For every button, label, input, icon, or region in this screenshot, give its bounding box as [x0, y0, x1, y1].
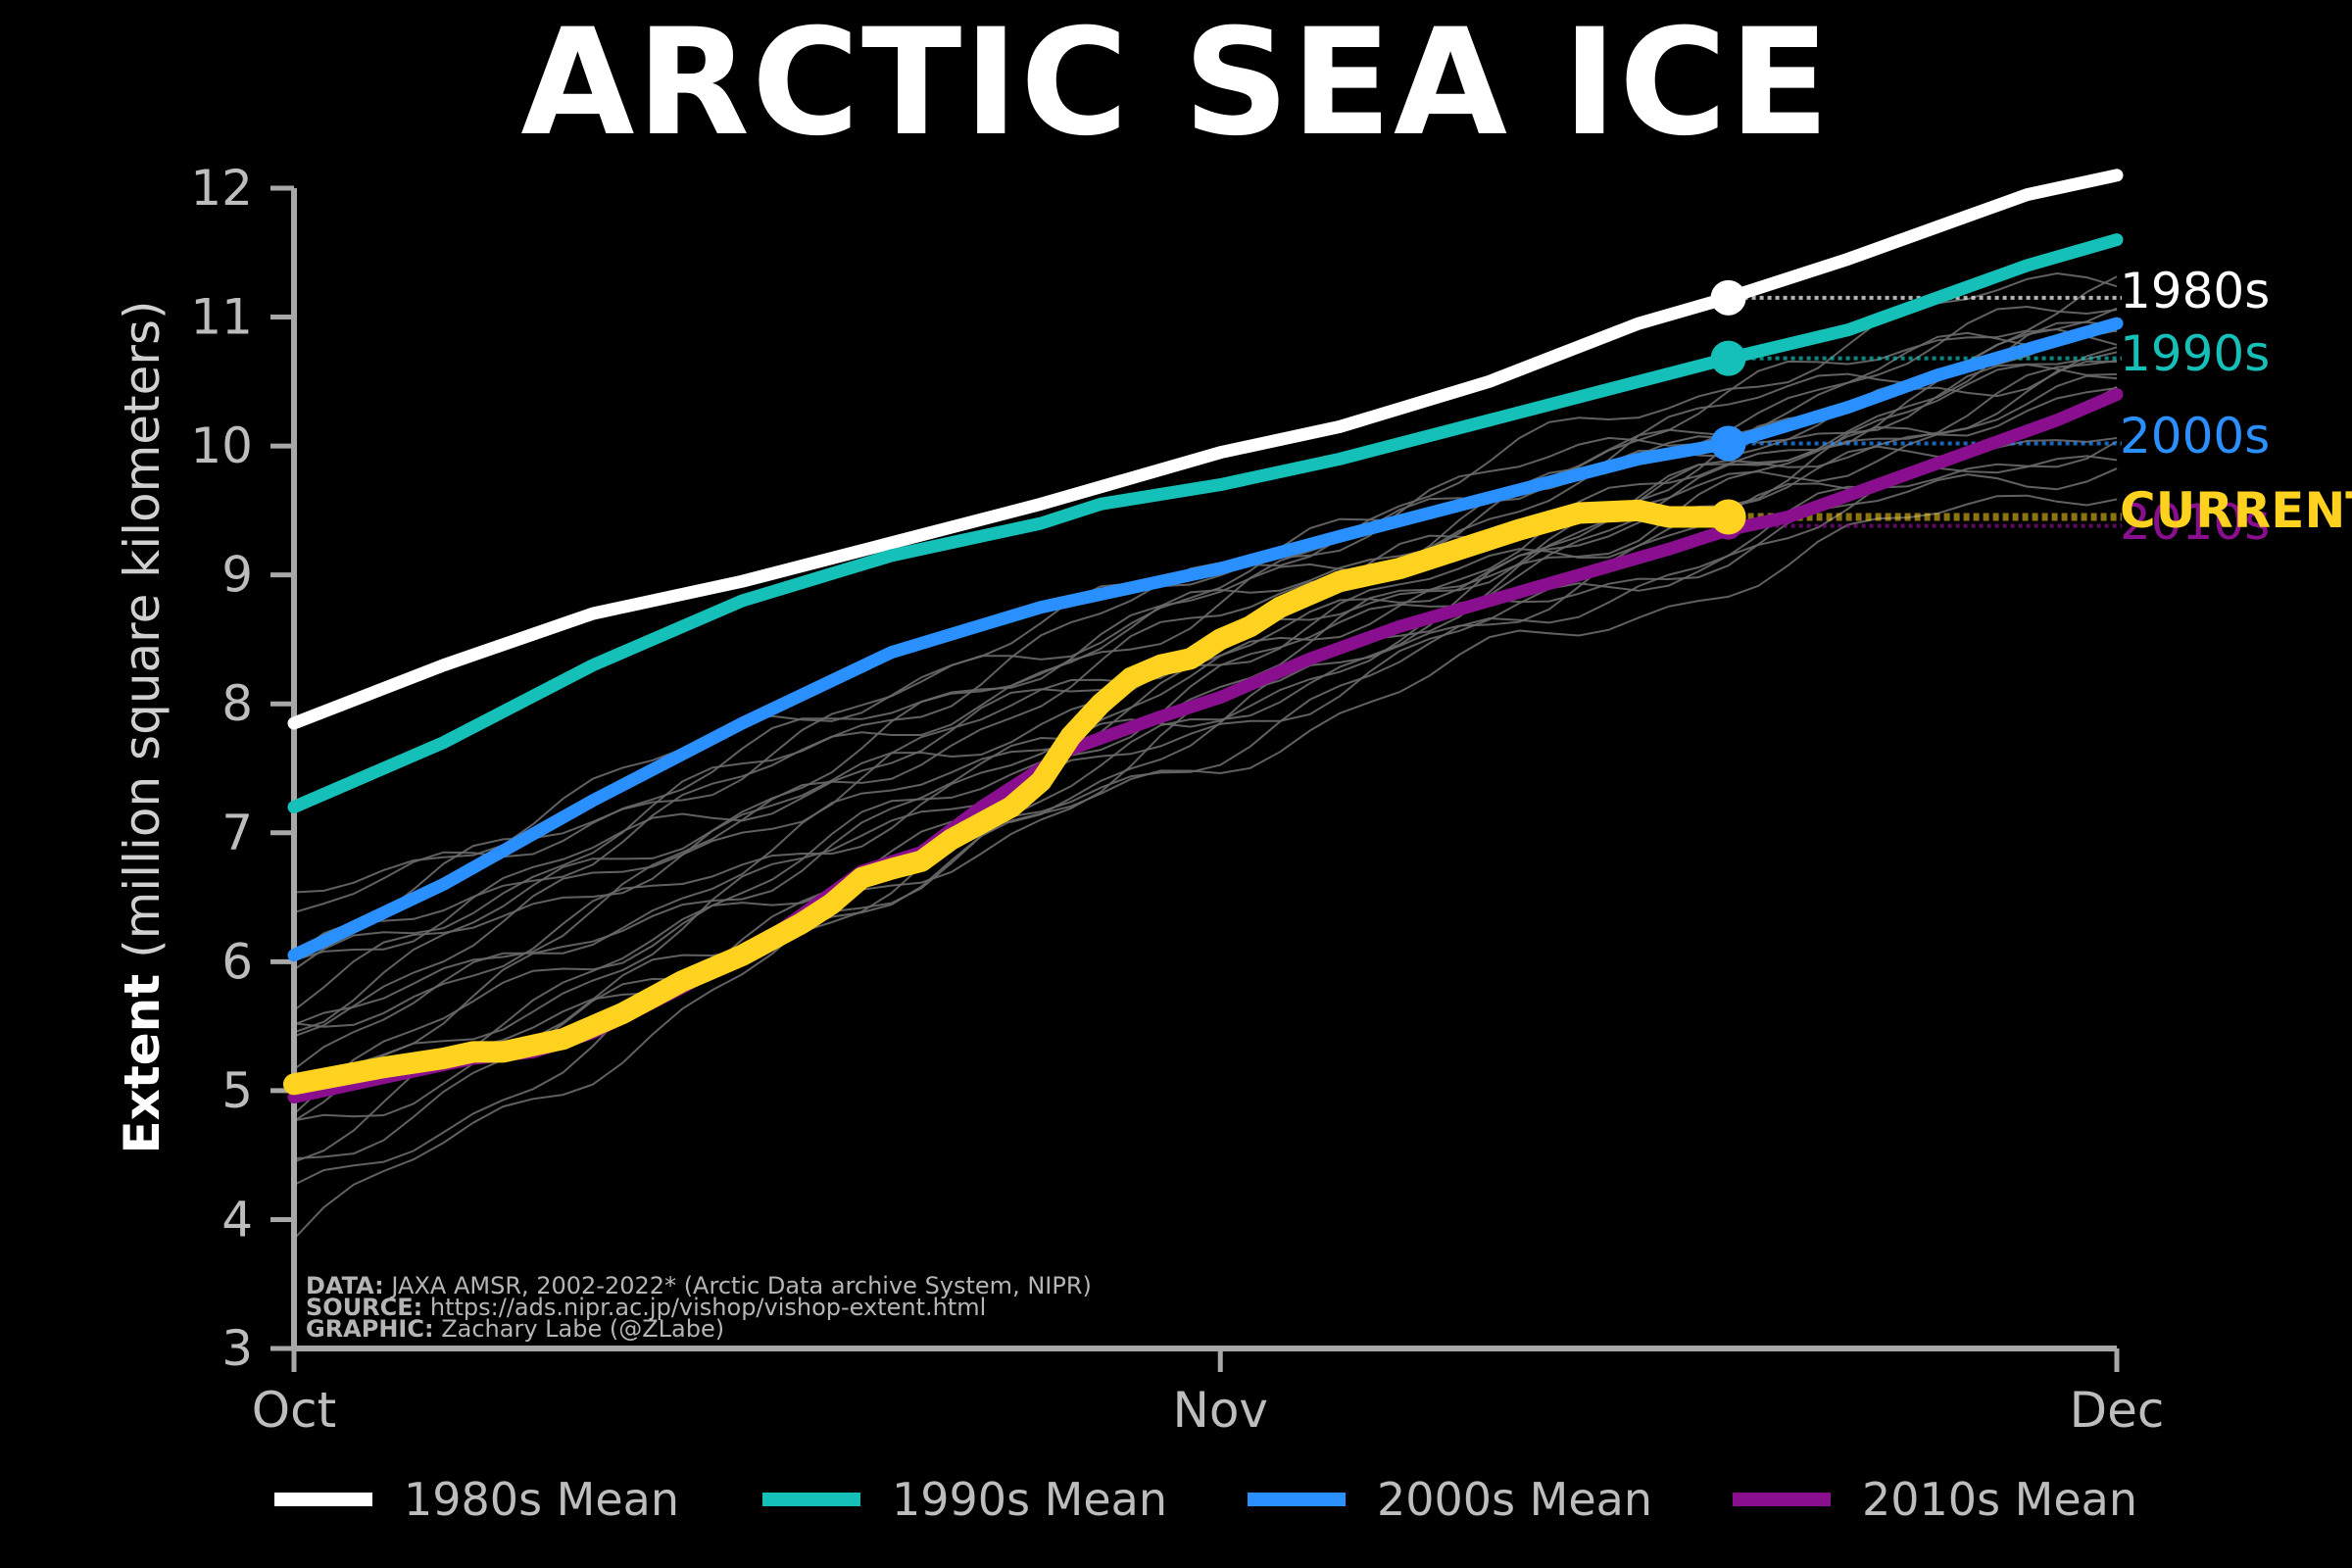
svg-text:GRAPHIC: Zachary Labe (@ZLabe): GRAPHIC: Zachary Labe (@ZLabe): [306, 1315, 724, 1343]
legend-item-1980s: 1980s Mean: [274, 1473, 679, 1526]
x-tick-label: Nov: [1172, 1382, 1268, 1439]
axes: 3 4 5 6 7 8 9 10 11 12 Oct Nov Dec: [190, 160, 2164, 1439]
end-labels: 1980s 1990s 2000s 2010s CURRENT: [2120, 263, 2352, 551]
series-line-c1990: [287, 233, 2124, 813]
series-line-current: [283, 499, 1740, 1096]
legend-item-2010s: 2010s Mean: [1733, 1473, 2137, 1526]
year-line: [293, 437, 2118, 961]
end-label-1980s: 1980s: [2120, 263, 2270, 319]
year-line: [293, 351, 2118, 914]
legend-item-1990s: 1990s Mean: [762, 1473, 1167, 1526]
year-line: [293, 329, 2118, 894]
year-line: [293, 360, 2118, 1070]
marker-current: [1710, 499, 1746, 535]
legend-label-2010s: 2010s Mean: [1862, 1473, 2137, 1526]
y-tick-label: 4: [221, 1191, 253, 1248]
graphic-value: Zachary Labe (@ZLabe): [434, 1315, 725, 1343]
end-label-2000s: 2000s: [2120, 408, 2270, 465]
end-label-1990s: 1990s: [2120, 325, 2270, 382]
legend: 1980s Mean 1990s Mean 2000s Mean 2010s M…: [274, 1473, 2137, 1526]
y-axis-label: Extent (million square kilometers): [114, 300, 171, 1153]
year-line: [293, 385, 2118, 1163]
end-label-2010s: 2010s: [2120, 494, 2270, 551]
y-tick-label: 7: [221, 805, 253, 861]
y-tick-label: 3: [221, 1320, 253, 1377]
y-tick-label: 11: [190, 289, 253, 346]
marker-1990s: [1710, 340, 1746, 376]
year-line: [293, 440, 2118, 1160]
legend-label-1980s: 1980s Mean: [404, 1473, 679, 1526]
year-line: [293, 328, 2118, 956]
legend-label-1990s: 1990s Mean: [892, 1473, 1167, 1526]
year-line: [293, 360, 2118, 1115]
year-line: [293, 494, 2118, 1122]
year-line: [293, 455, 2118, 1100]
data-key: DATA:: [306, 1272, 384, 1299]
y-tick-label: 9: [221, 547, 253, 604]
graphic-key: GRAPHIC:: [306, 1315, 434, 1343]
data-value: JAXA AMSR, 2002-2022* (Arctic Data archi…: [384, 1272, 1092, 1299]
year-line: [293, 387, 2118, 1099]
x-tick-label: Oct: [252, 1382, 336, 1439]
year-line: [293, 275, 2118, 1034]
end-label-current: CURRENT: [2120, 482, 2352, 539]
source-key: SOURCE:: [306, 1294, 422, 1321]
y-tick-label: 10: [190, 417, 253, 474]
legend-label-2000s: 2000s Mean: [1377, 1473, 1652, 1526]
mean-series: [283, 169, 2124, 1103]
marker-1980s: [1710, 279, 1746, 316]
source-note: DATA: JAXA AMSR, 2002-2022* (Arctic Data…: [306, 1272, 1092, 1343]
series-line-c2000: [287, 317, 2124, 962]
year-line: [293, 363, 2118, 1186]
chart-title: ARCTIC SEA ICE: [520, 0, 1832, 169]
marker-2000s: [1710, 425, 1746, 462]
svg-text:DATA: JAXA AMSR, 2002-2022* (A: DATA: JAXA AMSR, 2002-2022* (Arctic Data…: [306, 1272, 1092, 1299]
x-tick-label: Dec: [2070, 1382, 2165, 1439]
y-tick-label: 5: [221, 1062, 253, 1119]
year-line: [293, 467, 2118, 1028]
svg-text:SOURCE: https://ads.nipr.ac.jp: SOURCE: https://ads.nipr.ac.jp/vishop/vi…: [306, 1294, 986, 1321]
year-line: [293, 329, 2118, 1122]
source-value: https://ads.nipr.ac.jp/vishop/vishop-ext…: [422, 1294, 986, 1321]
legend-item-2000s: 2000s Mean: [1248, 1473, 1652, 1526]
y-tick-label: 12: [190, 160, 253, 217]
y-tick-label: 6: [221, 933, 253, 990]
yearly-lines: [293, 271, 2118, 1240]
y-tick-label: 8: [221, 675, 253, 732]
series-line-c1980: [287, 169, 2124, 730]
